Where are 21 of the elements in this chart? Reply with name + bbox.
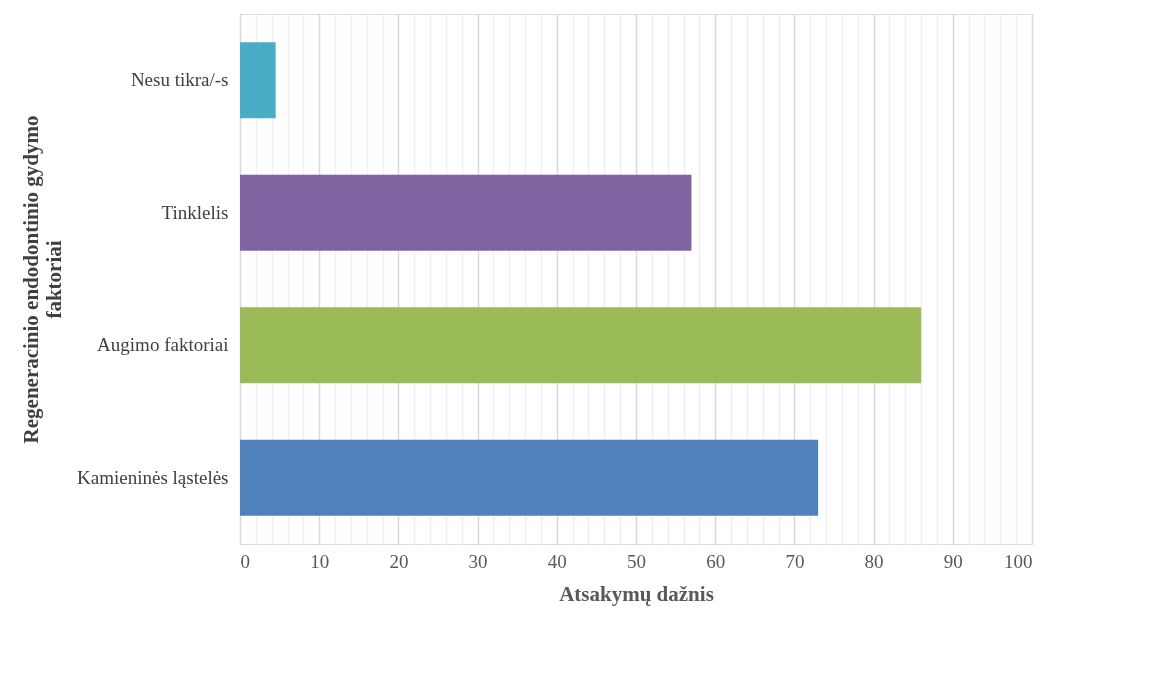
x-tick-label: 40 <box>547 550 567 572</box>
y-tick-label: Kamieninės ląstelės <box>77 466 229 488</box>
x-tick-label: 100 <box>1004 550 1033 572</box>
x-tick-label: 10 <box>310 550 330 572</box>
y-tick-label: Nesu tikra/-s <box>130 69 229 91</box>
x-tick-label: 80 <box>864 550 884 572</box>
y-tick-label: Augimo faktoriai <box>97 334 229 356</box>
bar <box>240 307 922 384</box>
x-tick-label: 50 <box>627 550 646 572</box>
bar <box>240 42 276 119</box>
y-tick-label: Tinklelis <box>161 201 229 223</box>
x-tick-label: 70 <box>785 550 805 572</box>
y-axis-title: Regeneracinio endodontinio gydymo faktoriai <box>19 115 67 444</box>
x-tick-label: 90 <box>943 550 963 572</box>
bar <box>240 439 819 516</box>
x-tick-label: 20 <box>389 550 409 572</box>
bar <box>240 174 692 251</box>
x-tick-label: 30 <box>468 550 488 572</box>
x-axis-title: Atsakymų dažnis <box>559 581 714 606</box>
x-tick-label: 0 <box>240 550 250 572</box>
x-tick-label: 60 <box>706 550 726 572</box>
